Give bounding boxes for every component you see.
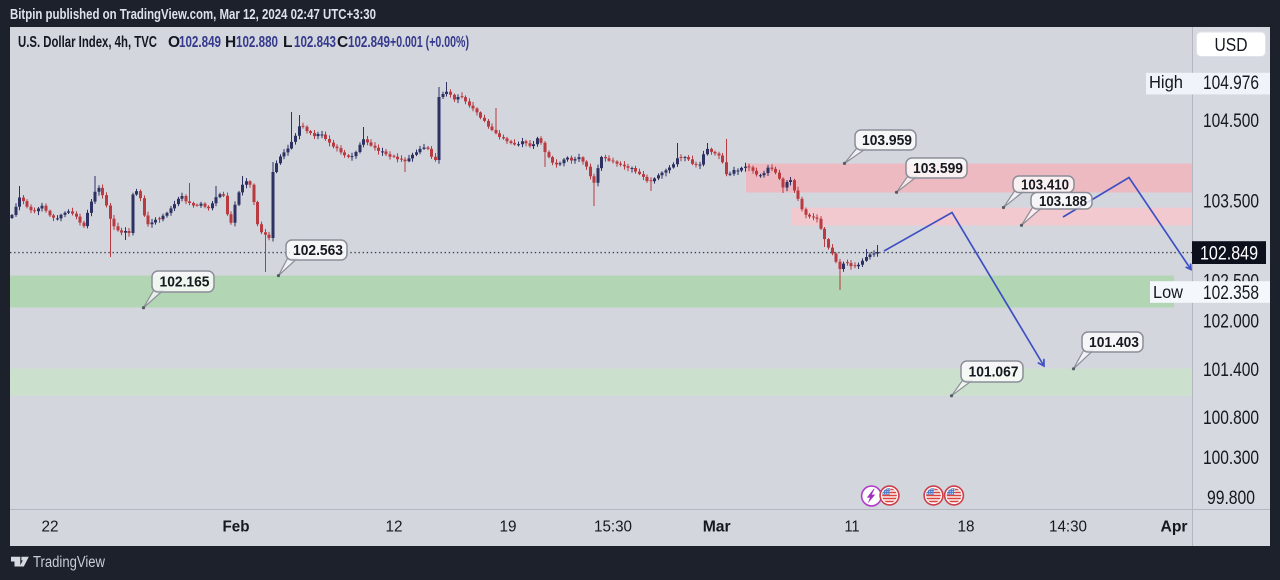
svg-text:22: 22: [42, 519, 59, 536]
svg-text:High: High: [1149, 72, 1183, 92]
svg-text:101.400: 101.400: [1203, 359, 1259, 381]
svg-text:Bitpin published on TradingVie: Bitpin published on TradingView.com, Mar…: [10, 6, 376, 23]
svg-text:H: H: [225, 34, 236, 51]
svg-text:103.188: 103.188: [1039, 194, 1087, 210]
svg-text:19: 19: [500, 519, 517, 536]
svg-text:L: L: [283, 34, 292, 51]
svg-text:101.403: 101.403: [1089, 335, 1139, 351]
svg-text:12: 12: [386, 519, 403, 536]
svg-text:Apr: Apr: [1161, 519, 1188, 536]
svg-text:102.849: 102.849: [179, 34, 221, 51]
svg-text:11: 11: [845, 519, 860, 536]
svg-text:104.500: 104.500: [1203, 110, 1259, 132]
svg-text:100.300: 100.300: [1203, 447, 1259, 469]
svg-text:101.067: 101.067: [969, 365, 1019, 381]
svg-text:100.800: 100.800: [1203, 407, 1259, 429]
svg-text:102.843: 102.843: [294, 34, 336, 51]
svg-text:104.976: 104.976: [1203, 72, 1259, 94]
svg-text:99.800: 99.800: [1207, 487, 1255, 509]
svg-text:103.500: 103.500: [1203, 190, 1259, 212]
svg-text:103.599: 103.599: [913, 161, 963, 177]
svg-text:102.880: 102.880: [236, 34, 278, 51]
svg-text:102.849: 102.849: [348, 34, 390, 51]
svg-text:102.165: 102.165: [160, 275, 210, 291]
svg-text:O: O: [168, 34, 180, 51]
svg-text:102.849: 102.849: [1200, 243, 1258, 265]
svg-text:Feb: Feb: [223, 519, 250, 536]
svg-text:C: C: [337, 34, 348, 51]
svg-text:102.000: 102.000: [1203, 311, 1259, 333]
svg-text:14:30: 14:30: [1049, 519, 1087, 536]
svg-text:Mar: Mar: [703, 519, 731, 536]
svg-text:15:30: 15:30: [594, 519, 632, 536]
svg-text:103.410: 103.410: [1021, 177, 1069, 193]
svg-text:U.S. Dollar Index, 4h, TVC: U.S. Dollar Index, 4h, TVC: [18, 34, 157, 51]
svg-text:Low: Low: [1153, 282, 1183, 302]
svg-text:+0.001 (+0.00%): +0.001 (+0.00%): [390, 34, 469, 51]
svg-text:103.959: 103.959: [862, 133, 912, 149]
svg-text:18: 18: [958, 519, 975, 536]
svg-text:102.563: 102.563: [293, 243, 343, 259]
svg-text:TradingView: TradingView: [33, 554, 106, 571]
svg-text:102.358: 102.358: [1203, 282, 1259, 304]
svg-text:USD: USD: [1215, 35, 1248, 55]
